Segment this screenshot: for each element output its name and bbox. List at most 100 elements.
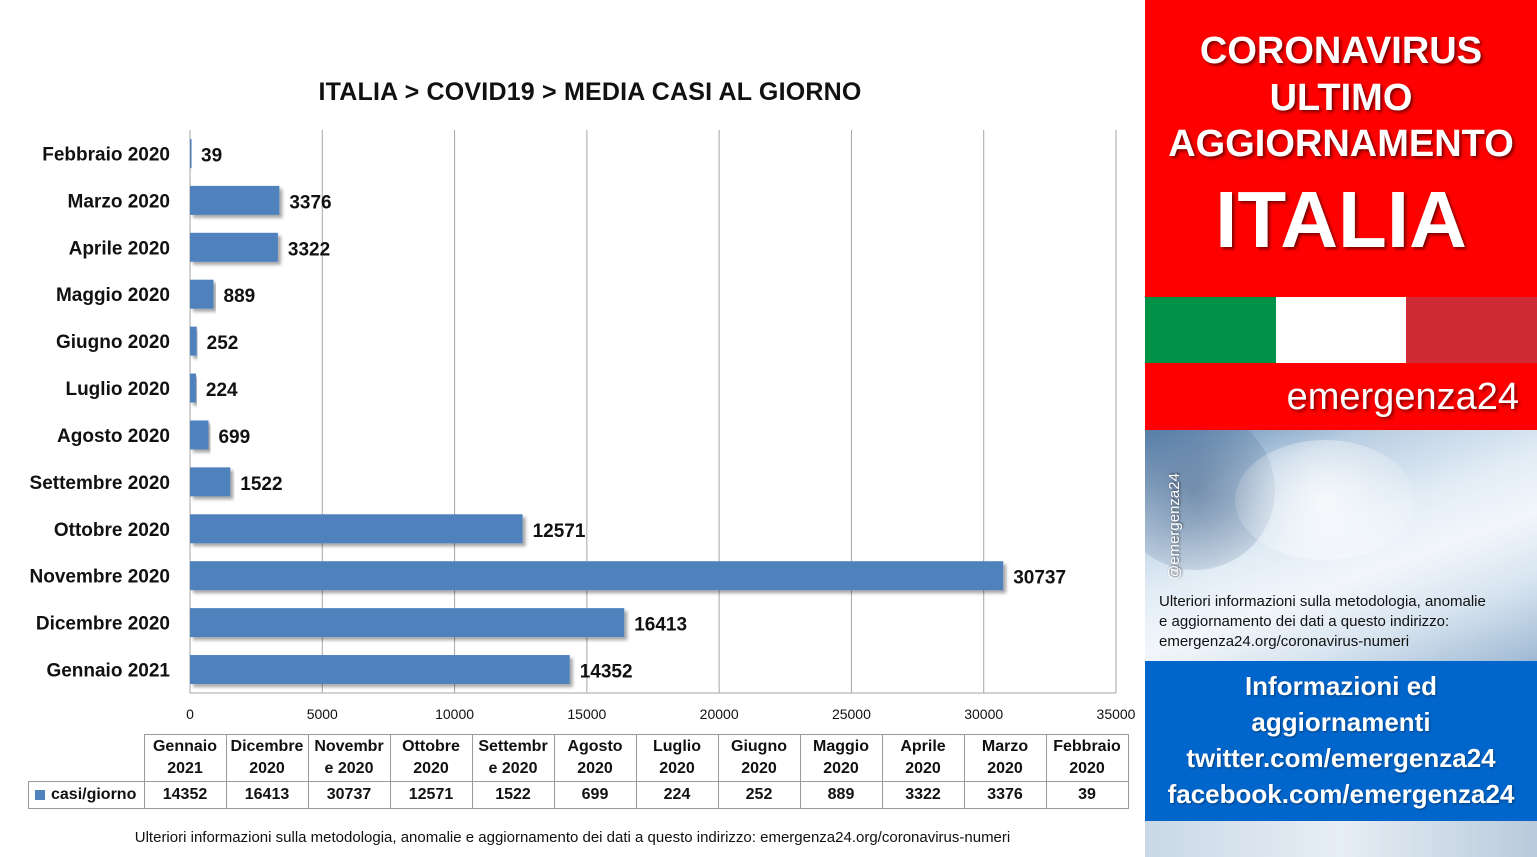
- bar: [190, 185, 280, 215]
- data-table-header-line: 2020: [823, 760, 859, 777]
- legend-swatch: [35, 789, 45, 800]
- data-table-header-line: Gennaio: [152, 738, 217, 755]
- footer-note: Ulteriori informazioni sulla metodologia…: [134, 829, 1011, 846]
- banner-line-coronavirus: CORONAVIRUS: [1199, 30, 1483, 72]
- x-tick-label: 0: [186, 706, 194, 722]
- background-photo: Ulteriori informazioni sulla metodologia…: [1145, 430, 1537, 661]
- red-banner: CORONAVIRUS ULTIMO AGGIORNAMENTO ITALIA: [1145, 0, 1537, 297]
- data-table-value-cell: 252: [717, 781, 801, 809]
- data-table-value-cell: 889: [799, 781, 883, 809]
- data-table-header-line: Agosto: [567, 738, 623, 755]
- bar: [190, 420, 209, 450]
- category-label: Maggio 2020: [56, 285, 170, 306]
- data-label: 699: [218, 427, 250, 448]
- data-table-header-cell: Marzo 2020: [963, 734, 1047, 782]
- data-table-value-row: casi/giorno 14352 16413 30737 12571 1522 699 2…: [28, 781, 1129, 809]
- data-table-value-cell: 3322: [881, 781, 965, 809]
- data-table-header-line: Dicembre: [230, 738, 304, 755]
- data-table-header-line: e 2020: [324, 760, 374, 777]
- data-table-header-cell: Agosto 2020: [553, 734, 637, 782]
- data-table-header-line: Luglio: [653, 738, 701, 755]
- data-table-header-line: 2021: [167, 760, 203, 777]
- photo-blur-shape: [1235, 440, 1415, 560]
- data-table-header-line: Aprile: [900, 738, 946, 755]
- x-tick-label: 35000: [1097, 706, 1136, 722]
- data-table-header-line: 2020: [249, 760, 285, 777]
- chart-area: ITALIA > COVID19 > MEDIA CASI AL GIORNO …: [28, 78, 1136, 846]
- flag-red-stripe: [1406, 297, 1537, 363]
- data-table-header-line: Novembr: [314, 738, 384, 755]
- category-label: Febbraio 2020: [42, 144, 170, 165]
- info-box: Informazioni ed aggiornamenti twitter.co…: [1145, 661, 1537, 821]
- bar: [190, 138, 192, 168]
- data-table-header-line: 2020: [905, 760, 941, 777]
- twitter-handle: @emergenza24: [1166, 473, 1183, 580]
- data-table-header-line: 2020: [1069, 760, 1105, 777]
- data-label: 3376: [289, 192, 331, 213]
- data-label: 889: [224, 286, 256, 307]
- data-table-header-line: e 2020: [488, 760, 538, 777]
- data-table-value-cell: 224: [635, 781, 719, 809]
- data-label: 39: [201, 145, 222, 166]
- data-table-value-cell: 16413: [225, 781, 309, 809]
- data-table-value-cell: 30737: [307, 781, 391, 809]
- data-table-value-cell: 1522: [471, 781, 555, 809]
- data-table-value-cell: 14352: [143, 781, 227, 809]
- banner-line-ultimo: ULTIMO: [1269, 77, 1413, 119]
- bar: [190, 232, 278, 262]
- data-table-header-cell: Giugno 2020: [717, 734, 801, 782]
- category-label: Luglio 2020: [65, 379, 170, 400]
- data-table-legend-cell: casi/giorno: [28, 781, 145, 809]
- data-table-header-line: 2020: [577, 760, 613, 777]
- flag-white-stripe: [1276, 297, 1406, 363]
- category-label: Giugno 2020: [56, 332, 170, 353]
- data-table-header-line: 2020: [413, 760, 449, 777]
- bar: [190, 514, 523, 544]
- data-table-value-cell: 3376: [963, 781, 1047, 809]
- data-label: 12571: [533, 521, 586, 542]
- x-tick-label: 20000: [700, 706, 739, 722]
- data-label: 30737: [1013, 568, 1066, 589]
- brand-band: [1145, 363, 1537, 430]
- data-table-header-cell: Aprile 2020: [881, 734, 965, 782]
- data-table-header-cell: Luglio 2020: [635, 734, 719, 782]
- data-table-header-row: Gennaio 2021 Dicembre 2020 Novembr e 2020 Otto…: [28, 734, 1129, 782]
- data-table-header-cell: Gennaio 2021: [143, 734, 227, 782]
- bar: [190, 373, 196, 403]
- category-label: Gennaio 2021: [46, 661, 170, 682]
- side-note-line: e aggiornamento dei dati a questo indiri…: [1159, 613, 1450, 630]
- data-table-header-line: 2020: [659, 760, 695, 777]
- side-note-line: Ulteriori informazioni sulla metodologia…: [1159, 593, 1486, 610]
- data-table-value-cell: 39: [1045, 781, 1129, 809]
- data-table-header-line: 2020: [741, 760, 777, 777]
- data-table-header-line: Settembr: [478, 738, 548, 755]
- data-label: 252: [207, 333, 239, 354]
- chart-title: ITALIA > COVID19 > MEDIA CASI AL GIORNO: [318, 78, 862, 106]
- side-note-line: emergenza24.org/coronavirus-numeri: [1159, 633, 1410, 650]
- x-tick-label: 25000: [832, 706, 871, 722]
- category-label: Aprile 2020: [69, 238, 170, 259]
- category-label: Agosto 2020: [57, 426, 170, 447]
- twitter-link[interactable]: twitter.com/emergenza24: [1186, 743, 1496, 773]
- category-label: Ottobre 2020: [54, 520, 170, 541]
- data-label: 14352: [580, 662, 633, 683]
- data-table: Gennaio 2021 Dicembre 2020 Novembr e 2020 Otto…: [28, 734, 1129, 809]
- data-table-header-line: Ottobre: [402, 738, 460, 755]
- facebook-link[interactable]: facebook.com/emergenza24: [1167, 779, 1515, 809]
- data-table-header-cell: Febbraio 2020: [1045, 734, 1129, 782]
- data-label: 16413: [634, 615, 687, 636]
- data-label: 3322: [288, 239, 330, 260]
- bottom-strip: [1145, 821, 1537, 857]
- x-tick-label: 30000: [964, 706, 1003, 722]
- data-table-header-cell: Maggio 2020: [799, 734, 883, 782]
- bar: [190, 561, 1004, 591]
- bar: [190, 608, 625, 638]
- banner-line-italia: ITALIA: [1215, 175, 1467, 264]
- bar: [190, 326, 197, 356]
- data-table-header-line: 2020: [987, 760, 1023, 777]
- side-panel: CORONAVIRUS ULTIMO AGGIORNAMENTO ITALIA …: [1145, 0, 1537, 857]
- x-tick-label: 15000: [567, 706, 606, 722]
- data-table-row-label: casi/giorno: [51, 786, 137, 803]
- bar: [190, 655, 570, 685]
- info-line: aggiornamenti: [1251, 707, 1431, 737]
